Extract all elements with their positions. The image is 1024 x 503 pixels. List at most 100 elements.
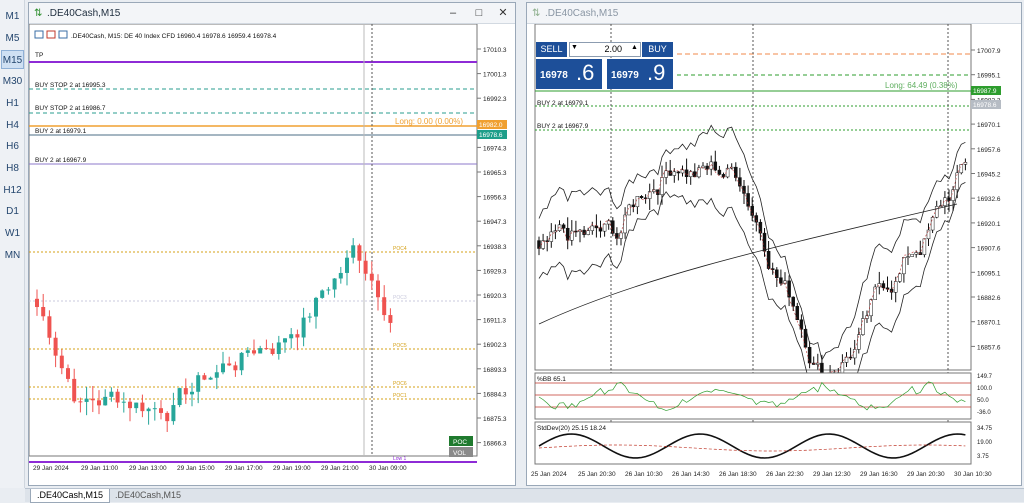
candle-body bbox=[90, 398, 95, 401]
timeframe-w1[interactable]: W1 bbox=[5, 228, 20, 239]
timeframe-m1[interactable]: M1 bbox=[5, 11, 20, 22]
candle-body bbox=[561, 224, 566, 229]
plot-area bbox=[29, 24, 478, 457]
candle-body bbox=[922, 238, 927, 255]
timeframe-m15[interactable]: M15 bbox=[1, 50, 24, 70]
candle-body bbox=[202, 375, 207, 380]
candle-body bbox=[615, 233, 619, 239]
lot-size-value: 2.00 bbox=[604, 44, 622, 54]
price-axis-label: 16911.3 bbox=[483, 318, 506, 325]
price-axis-label: 16920.1 bbox=[977, 221, 1001, 228]
timeframe-h1[interactable]: H1 bbox=[6, 97, 19, 109]
bb-scale-label: 50.0 bbox=[977, 398, 989, 404]
time-axis-label: 30 Jan 10:30 bbox=[954, 471, 992, 478]
candle-body bbox=[910, 253, 914, 257]
candle-body bbox=[553, 230, 558, 233]
candle-body bbox=[295, 334, 300, 338]
candle-body bbox=[775, 269, 779, 278]
candle-body bbox=[709, 161, 713, 170]
candle-body bbox=[541, 240, 545, 249]
buy-price-major: 16979 bbox=[611, 70, 639, 81]
tab-right-chart[interactable]: .DE40Cash,M15 bbox=[115, 490, 182, 500]
price-axis-label: 16932.6 bbox=[977, 196, 1001, 203]
right-window-titlebar[interactable]: ⇅ .DE40Cash,M15 bbox=[527, 3, 1021, 24]
bollinger-upper bbox=[538, 124, 966, 362]
bb-scale-label: 149.7 bbox=[977, 374, 993, 380]
candle-body bbox=[320, 290, 325, 298]
poc-label: POC4 bbox=[393, 246, 407, 252]
right-price-chart[interactable]: 17007.916995.116982.316970.116957.616945… bbox=[527, 24, 1022, 486]
close-icon[interactable]: ✕ bbox=[498, 7, 508, 19]
sell-price-button[interactable]: 16978 .6 bbox=[536, 59, 602, 89]
left-price-chart[interactable]: .DE40Cash, M15: DE 40 Index CFD 16960.4 … bbox=[29, 24, 516, 486]
left-window-titlebar[interactable]: ⇅ .DE40Cash,M15 – □ ✕ bbox=[29, 3, 515, 24]
lot-decrease-icon[interactable]: ▼ bbox=[571, 44, 578, 51]
price-axis-label: 16965.3 bbox=[483, 170, 507, 177]
candle-body bbox=[943, 197, 947, 206]
long-moving-average bbox=[538, 203, 958, 325]
candle-body bbox=[537, 240, 541, 249]
stddev-scale-label: 19.00 bbox=[977, 440, 993, 446]
timeframe-d1[interactable]: D1 bbox=[6, 206, 19, 218]
timeframe-m30[interactable]: M30 bbox=[2, 76, 23, 88]
price-axis-label: 16992.3 bbox=[483, 96, 507, 103]
time-axis-label: 29 Jan 2024 bbox=[33, 465, 69, 472]
one-click-trading-panel: SELL 2.00 ▼ ▲ BUY 16978 .6 16979 .9 bbox=[536, 42, 673, 89]
time-axis-label: 29 Jan 19:00 bbox=[273, 465, 311, 472]
candle-body bbox=[121, 401, 126, 403]
tab-left-chart[interactable]: .DE40Cash,M15 bbox=[30, 489, 111, 503]
timeframe-h12[interactable]: H12 bbox=[3, 184, 22, 196]
candle-body bbox=[270, 348, 275, 354]
timeframe-h6[interactable]: H6 bbox=[6, 141, 19, 153]
candle-body bbox=[766, 250, 771, 269]
candle-body bbox=[570, 230, 574, 241]
candle-body bbox=[307, 316, 312, 318]
timeframe-h8[interactable]: H8 bbox=[6, 162, 19, 174]
stddev-signal bbox=[538, 444, 966, 452]
candle-body bbox=[664, 170, 668, 178]
timeframe-h4[interactable]: H4 bbox=[6, 119, 19, 131]
maximize-icon[interactable]: □ bbox=[475, 7, 483, 19]
candle-body bbox=[852, 349, 857, 359]
price-axis-label: 16893.3 bbox=[483, 367, 507, 374]
candle-body bbox=[676, 171, 681, 174]
buy-button[interactable]: BUY bbox=[642, 42, 673, 57]
buy-price-button[interactable]: 16979 .9 bbox=[607, 59, 673, 89]
candle-body bbox=[140, 402, 145, 412]
candle-body bbox=[545, 240, 549, 242]
long-label: Long: 64.49 (0.38%) bbox=[885, 81, 958, 90]
candle-body bbox=[717, 169, 722, 175]
candle-body bbox=[214, 372, 219, 378]
candle-body bbox=[906, 256, 910, 258]
price-axis-label: 16957.6 bbox=[977, 147, 1001, 154]
candle-body bbox=[165, 412, 170, 422]
candle-body bbox=[289, 334, 294, 339]
poc-button-bg bbox=[449, 436, 473, 446]
price-axis-label: 16907.6 bbox=[977, 246, 1001, 253]
candle-body bbox=[388, 315, 393, 323]
candle-body bbox=[721, 174, 726, 178]
candle-body bbox=[134, 402, 139, 409]
candle-body bbox=[314, 297, 318, 317]
timeframe-m5[interactable]: M5 bbox=[5, 32, 20, 44]
candle-body bbox=[602, 223, 607, 232]
timeframe-mn[interactable]: MN bbox=[4, 249, 21, 261]
time-axis-label: 26 Jan 18:30 bbox=[719, 471, 757, 478]
order-label-buy-2: BUY 2 at 16967.9 bbox=[35, 157, 87, 164]
time-axis-label: 29 Jan 21:00 bbox=[321, 465, 359, 472]
candle-body bbox=[639, 196, 644, 199]
lot-size-input[interactable]: 2.00 bbox=[569, 42, 641, 57]
price-axis-label: 16870.1 bbox=[977, 320, 1001, 327]
candle-body bbox=[926, 229, 931, 240]
price-axis-label: 17010.3 bbox=[483, 47, 507, 54]
candle-body bbox=[627, 204, 631, 216]
candle-body bbox=[97, 400, 101, 406]
candle-body bbox=[245, 350, 250, 353]
minimize-icon[interactable]: – bbox=[449, 7, 457, 19]
candle-body bbox=[611, 220, 615, 234]
price-axis-label: 16857.6 bbox=[977, 344, 1001, 351]
sell-button[interactable]: SELL bbox=[536, 42, 567, 57]
lot-increase-icon[interactable]: ▲ bbox=[631, 44, 638, 51]
candle-body bbox=[963, 162, 968, 165]
price-axis-label: 16882.6 bbox=[977, 295, 1001, 302]
